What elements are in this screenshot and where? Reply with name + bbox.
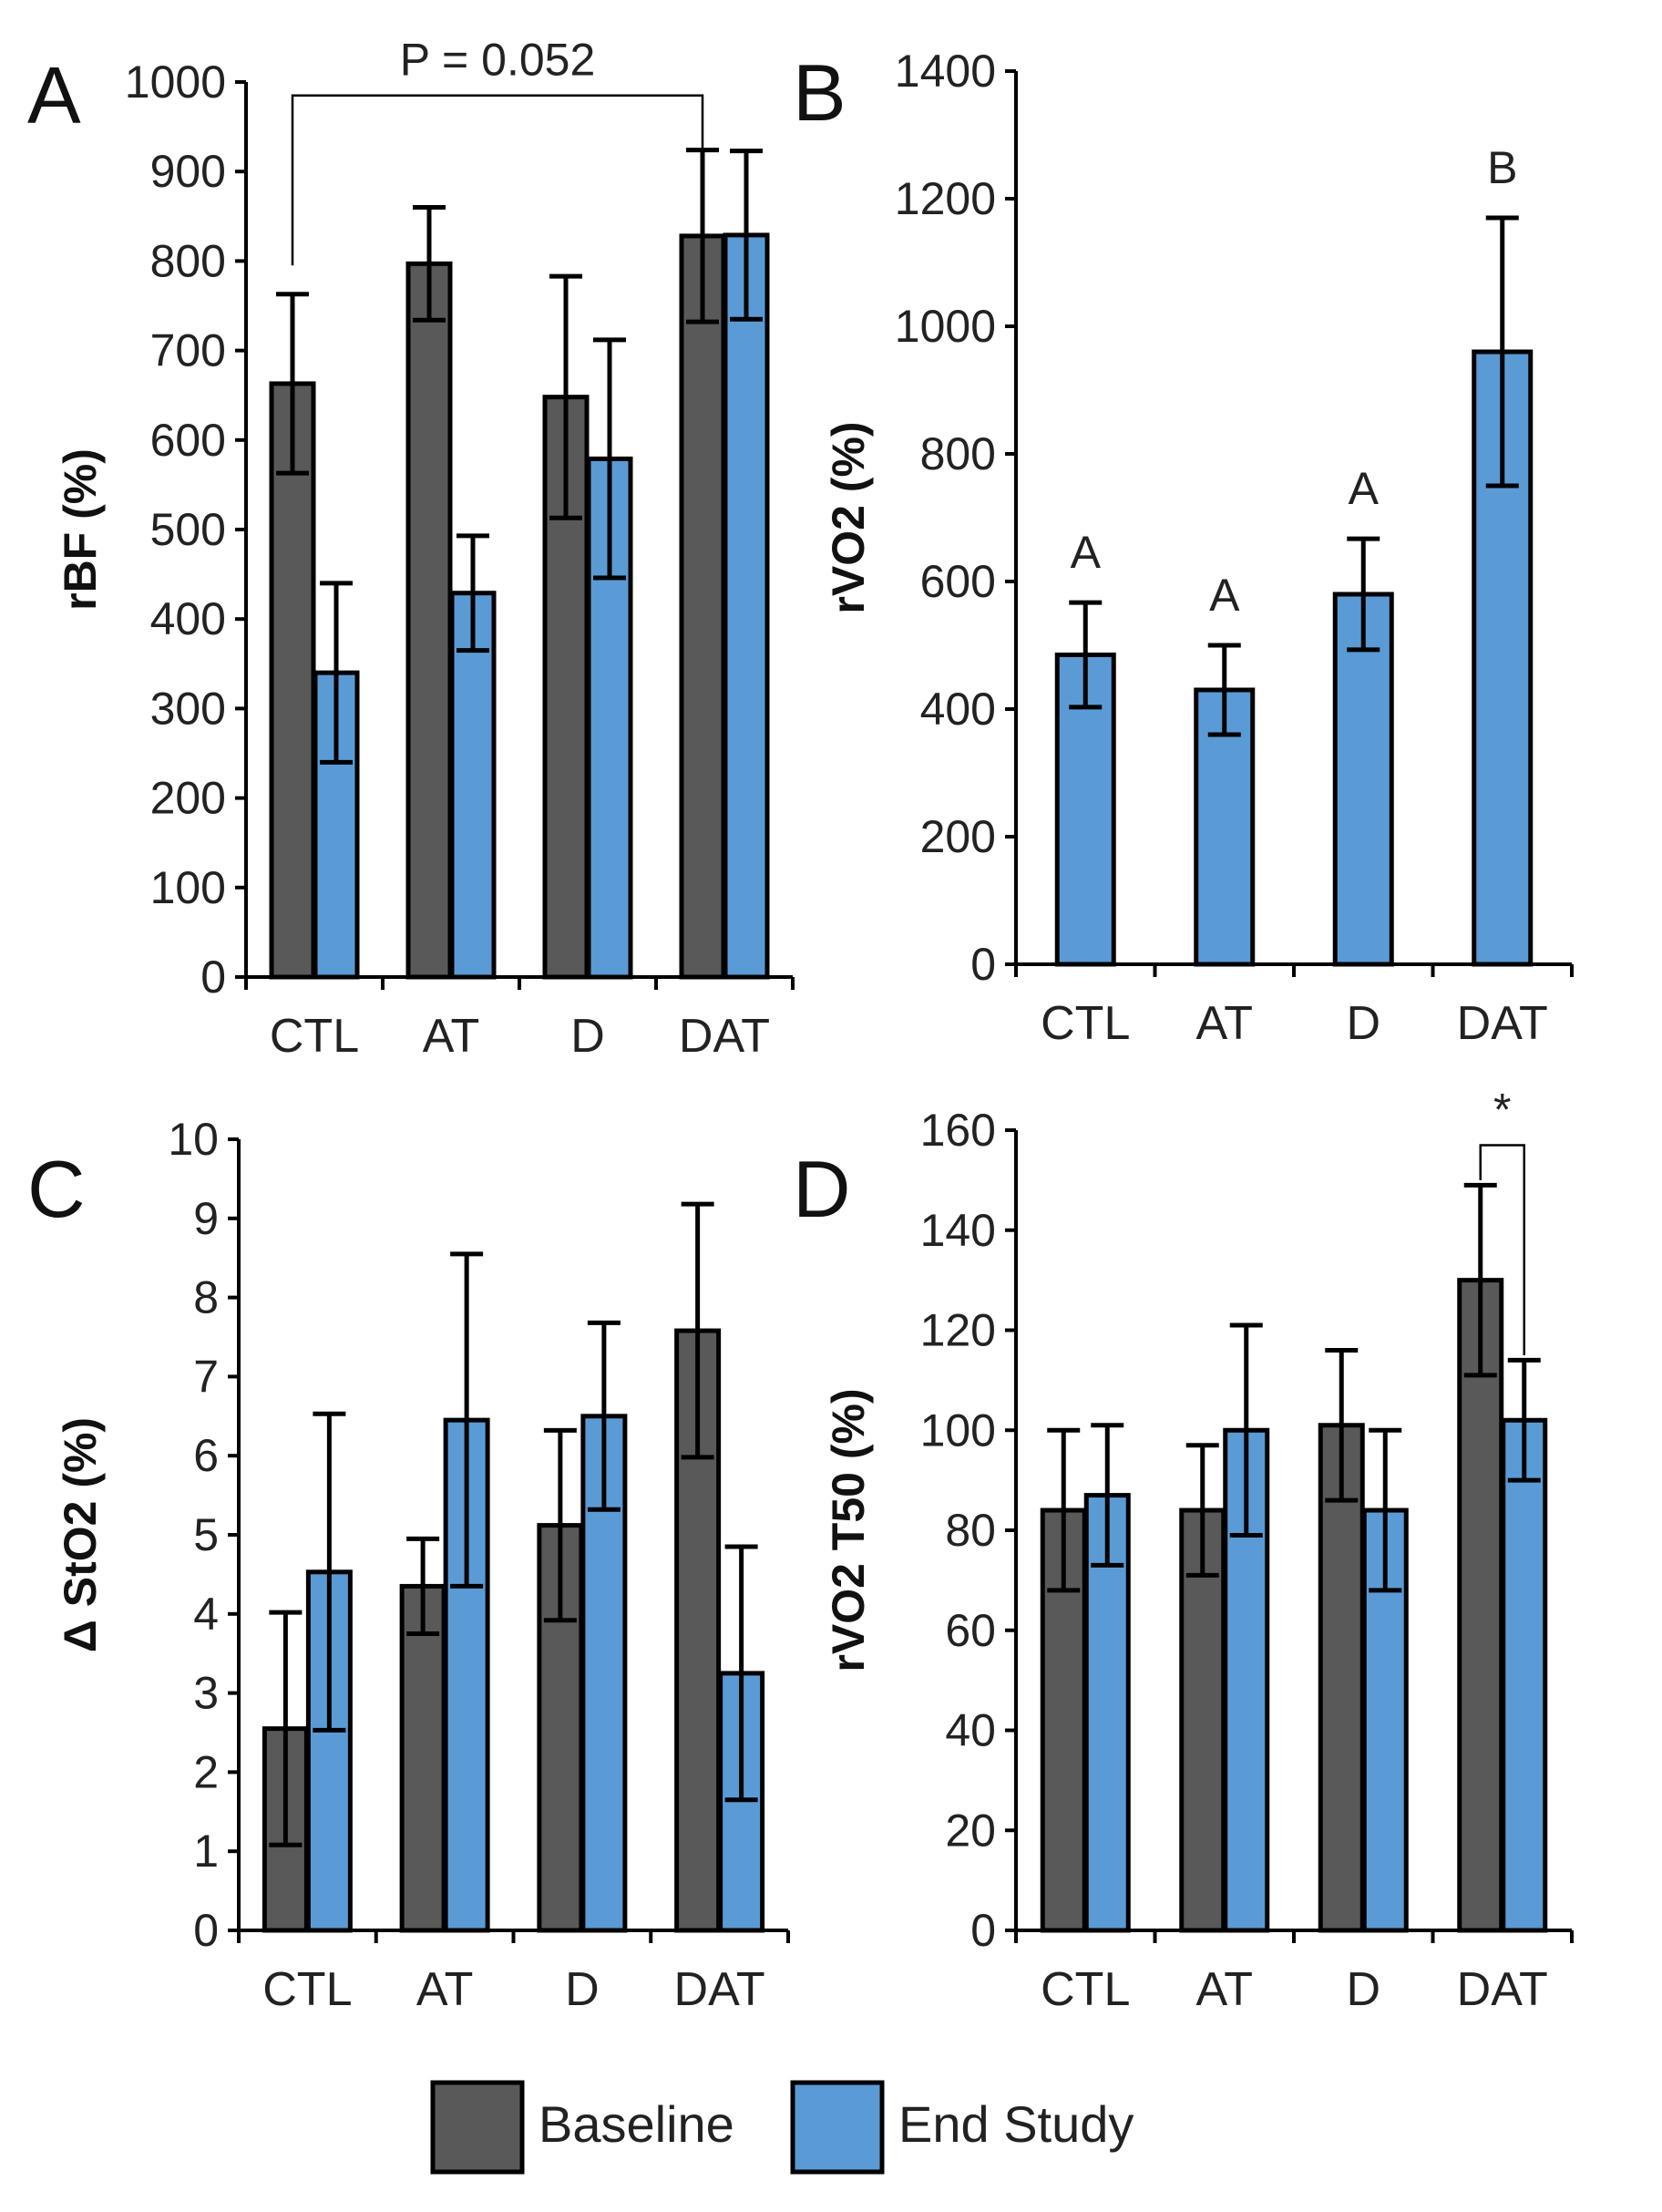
panel-c-bar-baseline xyxy=(399,1583,446,1933)
panel-c-y-tick-label: 9 xyxy=(193,1193,219,1244)
panel-a-x-tick-label: AT xyxy=(423,1010,480,1063)
panel-d-significance-label: * xyxy=(1493,1084,1511,1135)
panel-d-y-tick-label: 80 xyxy=(945,1505,996,1556)
panel-d-y-tick-label: 0 xyxy=(970,1905,996,1956)
panel-d-y-tick-label: 60 xyxy=(945,1605,996,1656)
panel-a-y-tick-label: 400 xyxy=(150,593,226,644)
legend-swatch-end-study xyxy=(790,2080,885,2175)
panel-c-y-tick-label: 6 xyxy=(193,1430,219,1481)
panel-a-y-tick-label: 0 xyxy=(200,952,226,1003)
panel-a-y-tick-label: 700 xyxy=(150,325,226,376)
panel-b-x-tick-label: D xyxy=(1346,997,1380,1050)
panel-b-bar-end-study xyxy=(1332,592,1394,967)
panel-c-y-tick-label: 0 xyxy=(193,1905,219,1956)
panel-a-y-tick-label: 500 xyxy=(150,504,226,555)
panel-c-x-tick-label: DAT xyxy=(674,1963,765,2016)
panel-b-y-tick-label: 1000 xyxy=(895,301,996,352)
panel-c-y-tick-label: 2 xyxy=(193,1746,219,1797)
panel-a-x-tick-label: DAT xyxy=(679,1010,770,1063)
panel-a-y-tick-label: 800 xyxy=(150,235,226,286)
panel-b-x-tick-label: DAT xyxy=(1457,997,1548,1050)
panel-a-bar-end-study xyxy=(723,232,770,980)
panel-c-y-tick-label: 4 xyxy=(193,1589,219,1640)
panel-b-y-tick-label: 1400 xyxy=(895,46,996,97)
panel-a-y-tick-label: 1000 xyxy=(125,57,226,108)
panel-c-y-tick-label: 7 xyxy=(193,1351,219,1402)
panel-a-y-axis-label: rBF (%) xyxy=(55,448,106,611)
panel-c-x-tick-label: CTL xyxy=(262,1963,352,2016)
panel-d-y-axis-label: rVO2 T50 (%) xyxy=(823,1388,874,1672)
panel-a-y-tick-label: 900 xyxy=(150,146,226,197)
panel-c-y-tick-label: 3 xyxy=(193,1668,219,1719)
panel-d-significance-bracket xyxy=(1479,1144,1525,1355)
panel-d-y-tick-label: 160 xyxy=(920,1105,996,1156)
panel-b-significance-letter: A xyxy=(1071,527,1102,578)
panel-b-x-tick-label: CTL xyxy=(1041,997,1130,1050)
panel-a-significance-bracket xyxy=(291,94,704,266)
panel-d-letter: D xyxy=(793,1144,851,1234)
panel-c-y-tick-label: 5 xyxy=(193,1509,219,1560)
panel-a-y-tick-label: 600 xyxy=(150,415,226,466)
legend-label-end-study: End Study xyxy=(898,2095,1134,2153)
panel-d-y-tick-label: 140 xyxy=(920,1205,996,1256)
legend-swatch-baseline xyxy=(430,2080,525,2175)
panel-b-significance-letter: B xyxy=(1487,142,1517,193)
panel-c-y-tick-label: 10 xyxy=(168,1114,219,1165)
panel-c-chart: C Δ StO2 (%) 0 1 2 3 4 5 6 7 8 9 10 CTL AT D DAT xyxy=(27,1114,790,2016)
panel-b-y-tick-label: 0 xyxy=(970,939,996,990)
panel-a-y-tick-label: 300 xyxy=(150,683,226,734)
panel-c-x-tick-label: AT xyxy=(416,1963,474,2016)
panel-b-y-tick-label: 200 xyxy=(920,811,996,862)
panel-d-x-tick-label: CTL xyxy=(1041,1963,1130,2016)
panel-d-bar-baseline xyxy=(1457,1278,1504,1933)
panel-a-bar-baseline xyxy=(679,233,726,980)
panel-d-y-tick-label: 20 xyxy=(945,1805,996,1856)
panel-d-bar-end-study xyxy=(1501,1417,1548,1933)
panel-b-y-tick-label: 800 xyxy=(920,428,996,479)
panel-a-bar-end-study xyxy=(449,591,497,980)
panel-a-y-tick-label: 200 xyxy=(150,773,226,824)
panel-b-significance-letter: A xyxy=(1209,570,1240,621)
panel-d-x-tick-label: D xyxy=(1346,1963,1380,2016)
panel-c-letter: C xyxy=(27,1144,86,1234)
panel-a-letter: A xyxy=(27,50,81,140)
panel-b-y-tick-label: 600 xyxy=(920,556,996,607)
panel-b-x-tick-label: AT xyxy=(1195,997,1253,1050)
legend-label-baseline: Baseline xyxy=(539,2095,734,2153)
panel-d-x-tick-label: AT xyxy=(1195,1963,1253,2016)
panel-a-x-tick-label: D xyxy=(570,1010,605,1063)
panel-a-x-tick-label: CTL xyxy=(270,1010,359,1063)
panel-a-significance-label: P = 0.052 xyxy=(400,35,596,86)
panel-b-y-tick-label: 1200 xyxy=(895,173,996,224)
legend: Baseline End Study xyxy=(430,2080,1134,2175)
panel-c-y-tick-label: 1 xyxy=(193,1826,219,1877)
panel-b-letter: B xyxy=(793,47,846,138)
panel-b-y-tick-label: 400 xyxy=(920,684,996,735)
panel-d-bar-baseline xyxy=(1179,1507,1226,1933)
panel-c-y-axis-label: Δ StO2 (%) xyxy=(55,1417,106,1652)
panel-d-y-tick-label: 40 xyxy=(945,1705,996,1756)
panel-a-y-tick-label: 100 xyxy=(150,862,226,913)
panel-c-y-tick-label: 8 xyxy=(193,1272,219,1323)
panel-c-x-tick-label: D xyxy=(565,1963,600,2016)
panel-b-significance-letter: A xyxy=(1349,463,1380,514)
panel-b-y-axis-label: rVO2 (%) xyxy=(823,421,874,613)
panel-d-x-tick-label: DAT xyxy=(1457,1963,1548,2016)
panel-a-bar-baseline xyxy=(405,261,453,980)
panel-d-y-tick-label: 100 xyxy=(920,1404,996,1456)
panel-d-y-tick-label: 120 xyxy=(920,1305,996,1356)
